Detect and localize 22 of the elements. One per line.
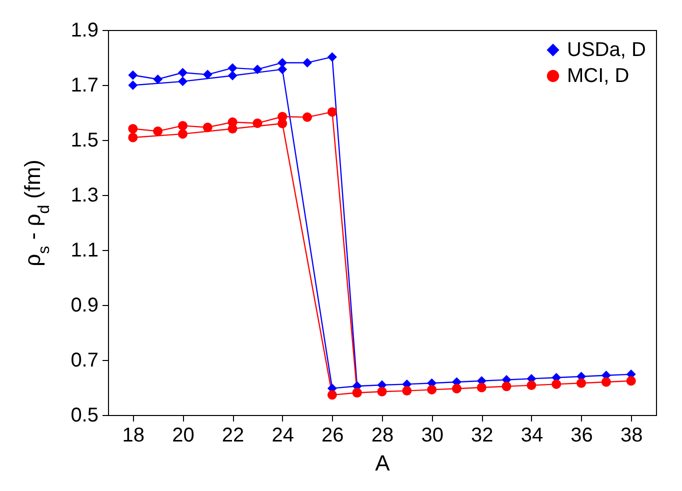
y-tick-label: 0.9: [70, 294, 98, 316]
x-tick-label: 30: [421, 424, 444, 446]
legend-label: MCI, D: [567, 65, 630, 87]
y-tick-label: 1.7: [70, 74, 98, 96]
x-tick-label: 34: [520, 424, 544, 446]
y-tick-label: 0.5: [70, 404, 98, 426]
x-tick-label: 28: [371, 424, 394, 446]
x-tick-label: 20: [172, 424, 194, 446]
x-tick-label: 38: [620, 424, 643, 446]
x-tick-label: 26: [322, 424, 344, 446]
y-tick-label: 0.7: [70, 350, 98, 372]
x-tick-label: 18: [122, 424, 145, 446]
y-tick-label: 1.5: [70, 130, 98, 152]
x-tick-label: 24: [272, 424, 294, 446]
y-tick-label: 1.1: [70, 240, 98, 262]
y-tick-label: 1.3: [70, 184, 98, 206]
x-tick-label: 36: [570, 424, 593, 446]
x-tick-label: 22: [222, 424, 244, 446]
x-tick-label: 32: [471, 424, 494, 446]
x-axis-title: A: [375, 450, 390, 476]
y-tick-label: 1.9: [70, 20, 98, 42]
legend-label: USDa, D: [567, 39, 646, 61]
